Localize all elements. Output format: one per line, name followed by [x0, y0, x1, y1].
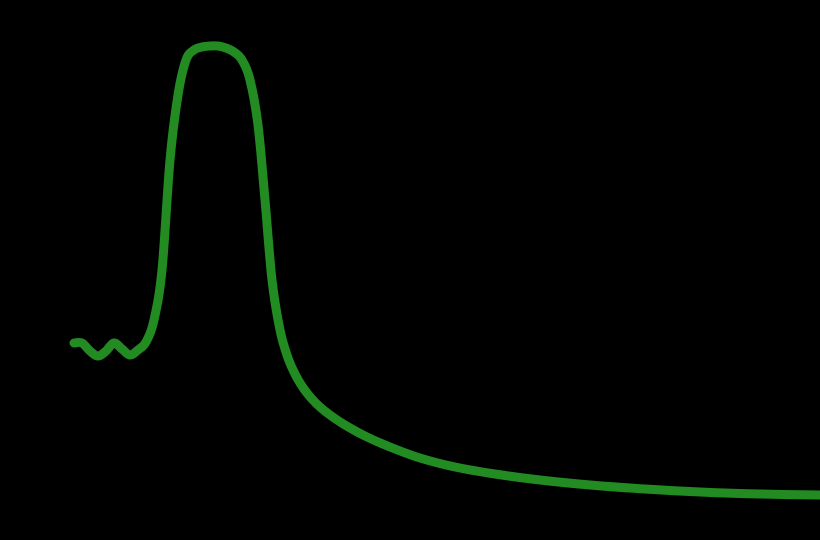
chart-svg	[0, 0, 820, 540]
curve-chart	[0, 0, 820, 540]
